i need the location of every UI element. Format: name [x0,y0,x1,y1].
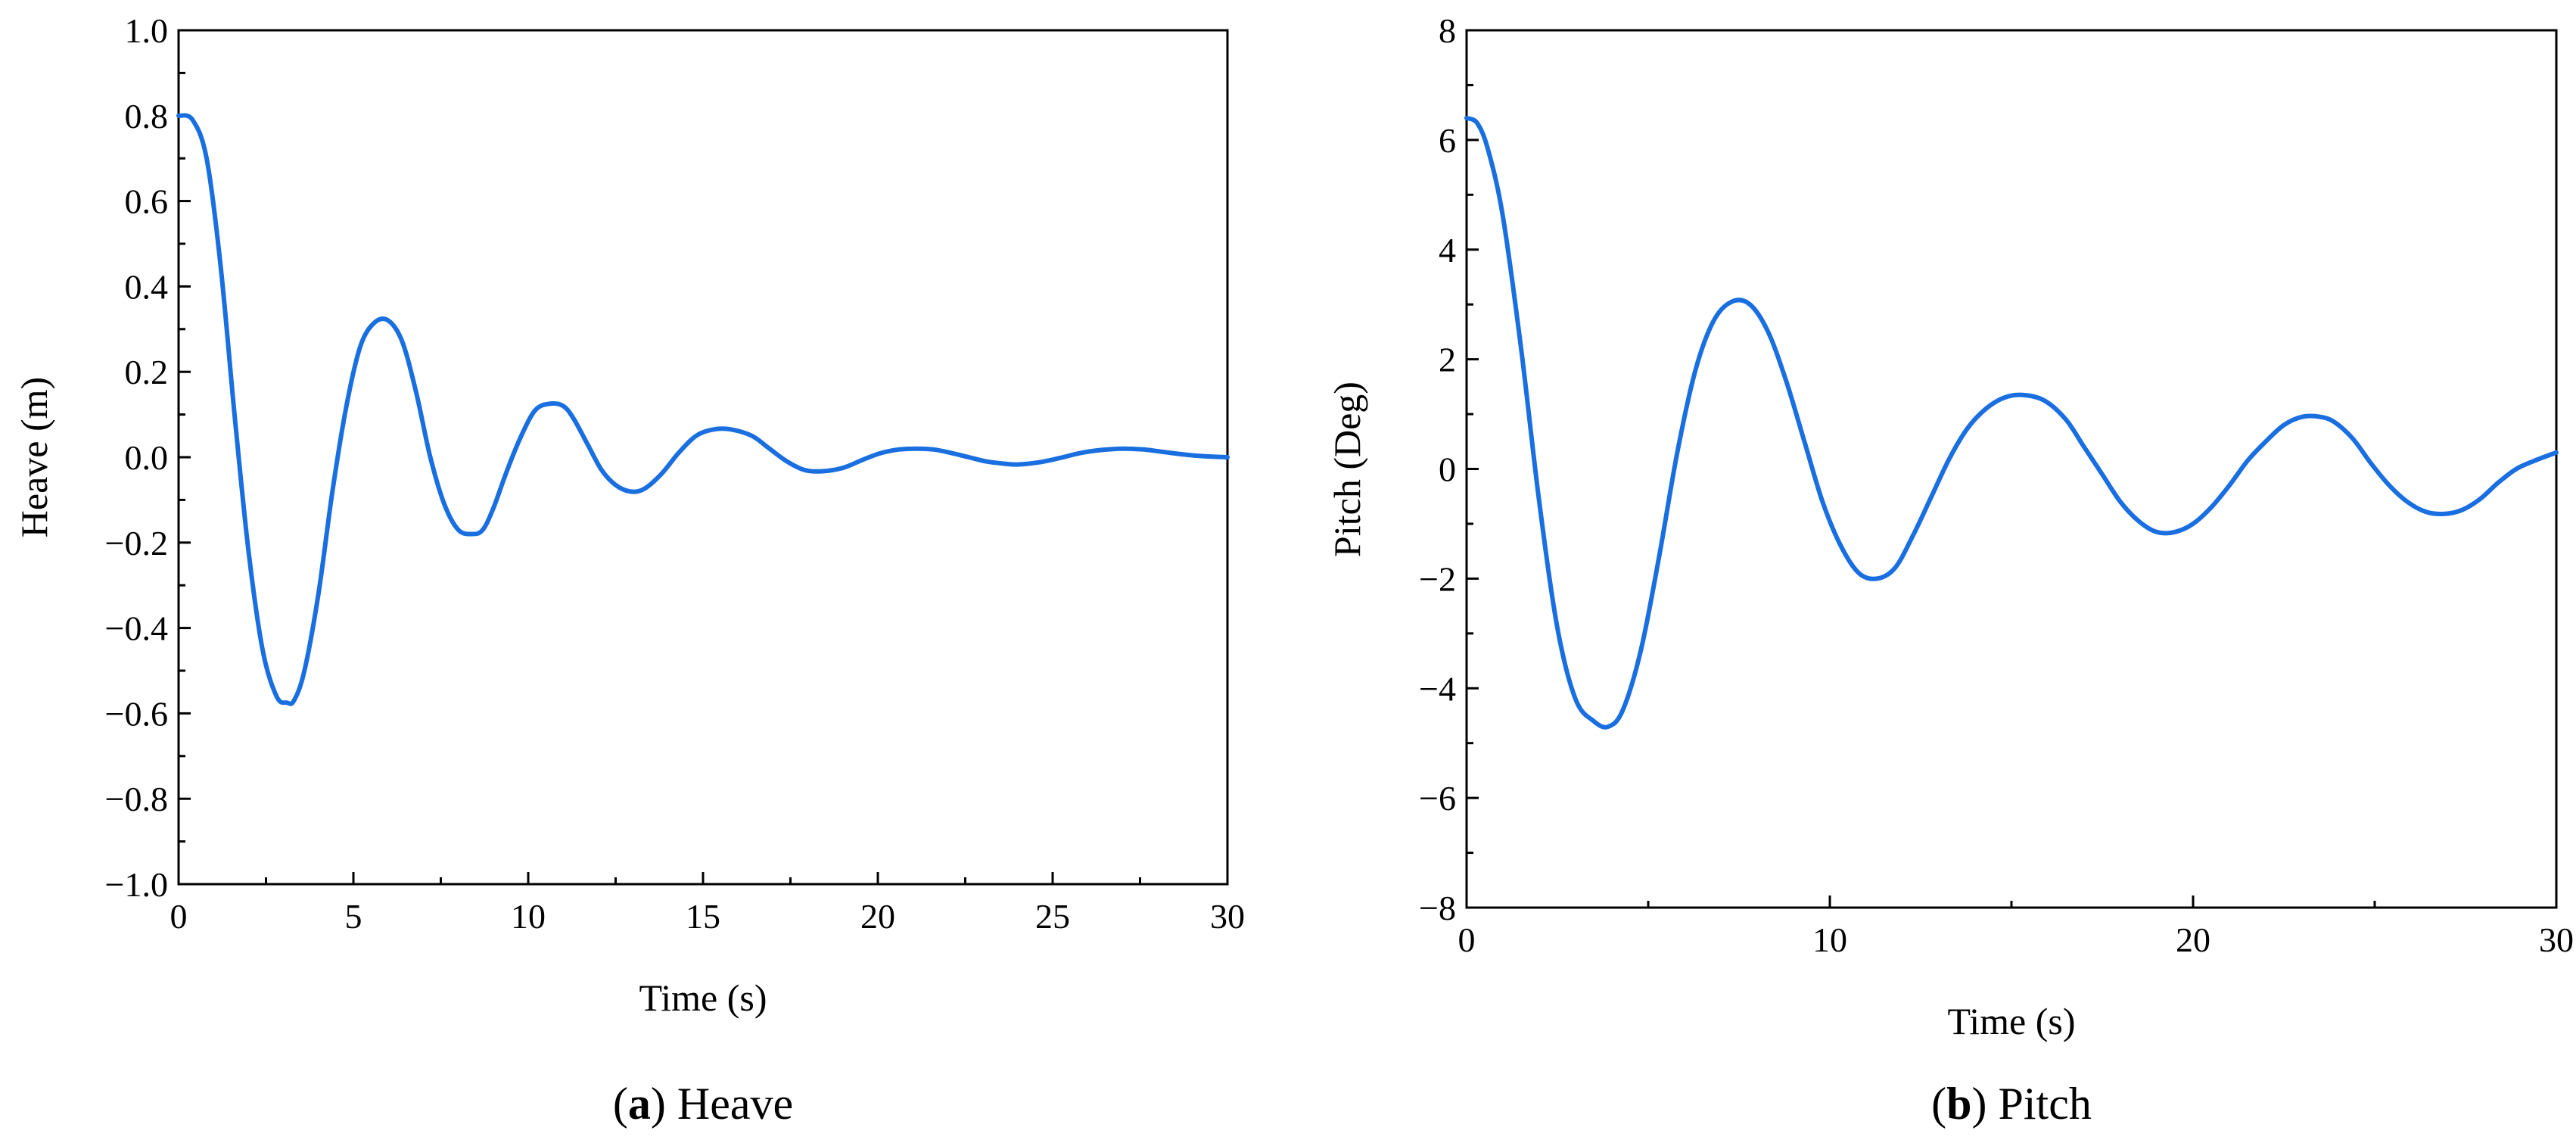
heave-y-tick-label: −0.4 [105,609,168,648]
pitch-caption-text: Pitch [1999,1079,2092,1129]
pitch-series-line [1464,115,2559,730]
pitch-y-tick-label: 0 [1439,450,1456,489]
heave-x-axis-title: Time (s) [639,976,767,1019]
heave-y-tick-label: 0.6 [125,182,169,221]
heave-x-tick-label: 25 [1035,897,1070,936]
heave-y-tick-label: 1.0 [125,11,169,50]
pitch-y-tick-label: −2 [1419,559,1456,598]
pitch-x-axis-title: Time (s) [1947,1000,2075,1042]
heave-y-tick-label: −0.8 [105,780,168,818]
heave-x-tick-label: 15 [686,897,720,936]
heave-series-line [176,113,1230,706]
pitch-x-tick-label: 0 [1458,920,1476,959]
pitch-plot-frame [1465,29,2558,909]
heave-y-tick-label: 0.2 [125,353,169,391]
heave-caption: (a) Heave [613,1079,793,1129]
heave-y-tick-label: 0.0 [125,438,169,477]
pitch-caption: (b) Pitch [1931,1079,2092,1129]
heave-x-tick-label: 5 [345,897,362,936]
heave-y-tick-label: −1.0 [105,865,168,904]
pitch-y-tick-label: −6 [1419,779,1456,818]
pitch-y-tick-label: 4 [1439,231,1456,269]
pitch-y-tick-label: −4 [1419,669,1456,708]
heave-caption-letter: a [628,1079,651,1129]
pitch-y-axis-title: Pitch (Deg) [1326,382,1368,557]
heave-y-axis: −1.0 −0.8 −0.6 −0.4 −0.2 0.0 0.2 0.4 0.6 0.8 1.0 [105,11,191,904]
heave-x-tick-label: 20 [860,897,895,936]
heave-x-tick-label: 0 [170,897,188,936]
pitch-x-tick-label: 20 [2176,920,2210,959]
pitch-x-tick-label: 30 [2539,920,2574,959]
pitch-y-tick-label: 2 [1439,341,1456,379]
pitch-chart-panel: 0 10 20 30 −8 −6 −4 −2 0 2 4 6 8 Time (s) Pitch (De… [1326,11,2574,1129]
heave-x-tick-label: 10 [511,897,546,936]
heave-chart-panel: 0 5 10 15 20 25 30 −1.0 −0.8 −0.6 −0.4 −0.2 0.0 0.2 0… [13,11,1245,1129]
heave-y-tick-label: 0.8 [125,97,169,135]
pitch-caption-letter: b [1946,1079,1971,1129]
pitch-y-tick-label: 6 [1439,121,1456,160]
pitch-x-tick-label: 10 [1812,920,1847,959]
pitch-x-axis: 0 10 20 30 [1458,895,2574,959]
heave-x-axis: 0 5 10 15 20 25 30 [170,872,1245,936]
pitch-y-axis: −8 −6 −4 −2 0 2 4 6 8 [1419,11,1479,927]
heave-y-tick-label: 0.4 [125,267,169,306]
heave-y-tick-label: −0.6 [105,694,168,733]
pitch-y-tick-label: −8 [1419,889,1456,927]
heave-caption-text: Heave [677,1079,793,1129]
heave-y-axis-title: Heave (m) [13,377,55,537]
heave-x-tick-label: 30 [1210,897,1245,936]
pitch-y-tick-label: 8 [1439,11,1456,50]
heave-y-tick-label: −0.2 [105,524,168,562]
